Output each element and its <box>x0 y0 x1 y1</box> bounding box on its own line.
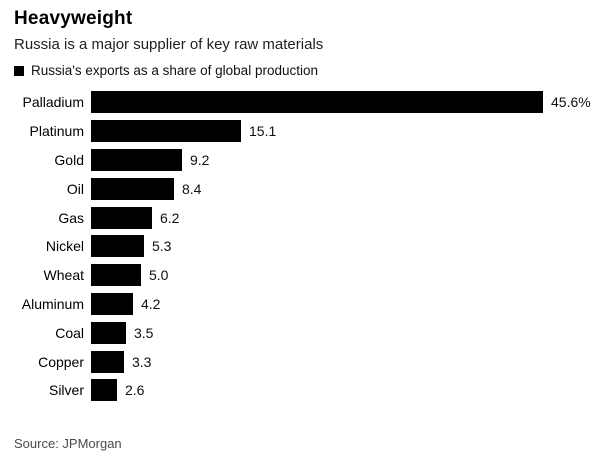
bar-row: Gold 9.2 <box>14 146 594 175</box>
bar-row: Wheat 5.0 <box>14 261 594 290</box>
value-label: 15.1 <box>249 123 277 140</box>
chart-subtitle: Russia is a major supplier of key raw ma… <box>14 36 324 53</box>
category-label: Silver <box>48 382 84 399</box>
chart-title: Heavyweight <box>14 8 133 29</box>
bar-row: Copper 3.3 <box>14 347 594 376</box>
value-label: 45.6% <box>551 94 591 111</box>
value-label: 9.2 <box>190 151 210 168</box>
bar <box>91 292 133 315</box>
value-label: 4.2 <box>141 295 161 312</box>
source-note: Source: JPMorgan <box>14 436 122 451</box>
bar-rows: Palladium 45.6% Platinum 15.1 Gold 9.2 Oil 8.4 G… <box>14 88 594 405</box>
bar-row: Oil 8.4 <box>14 174 594 203</box>
value-label: 8.4 <box>182 180 202 197</box>
bar <box>91 321 126 344</box>
legend: Russia's exports as a share of global pr… <box>14 63 594 78</box>
value-label: 3.3 <box>132 353 152 370</box>
value-label: 2.6 <box>125 382 145 399</box>
value-label: 5.0 <box>149 267 169 284</box>
bar <box>91 350 124 373</box>
value-label: 3.5 <box>134 324 154 341</box>
category-label: Aluminum <box>21 295 84 312</box>
category-label: Coal <box>55 324 84 341</box>
bar-row: Silver 2.6 <box>14 376 594 405</box>
bar-row: Nickel 5.3 <box>14 232 594 261</box>
legend-label: Russia's exports as a share of global pr… <box>31 63 318 78</box>
bar <box>91 177 174 200</box>
bar <box>91 235 144 258</box>
category-label: Wheat <box>43 267 84 284</box>
bar <box>91 120 241 143</box>
category-label: Palladium <box>22 94 84 111</box>
category-label: Copper <box>38 353 84 370</box>
bar-row: Coal 3.5 <box>14 318 594 347</box>
value-label: 6.2 <box>160 209 180 226</box>
bar-row: Gas 6.2 <box>14 203 594 232</box>
category-label: Platinum <box>29 123 84 140</box>
bar <box>91 264 141 287</box>
bar <box>91 379 117 402</box>
bar <box>91 91 543 114</box>
bar <box>91 148 182 171</box>
value-label: 5.3 <box>152 238 172 255</box>
bar <box>91 206 152 229</box>
category-label: Gold <box>54 151 84 168</box>
bar-row: Palladium 45.6% <box>14 88 594 117</box>
bar-row: Aluminum 4.2 <box>14 290 594 319</box>
category-label: Oil <box>66 180 84 197</box>
category-label: Gas <box>58 209 84 226</box>
legend-swatch-icon <box>14 65 24 76</box>
bar-row: Platinum 15.1 <box>14 117 594 146</box>
category-label: Nickel <box>45 238 84 255</box>
